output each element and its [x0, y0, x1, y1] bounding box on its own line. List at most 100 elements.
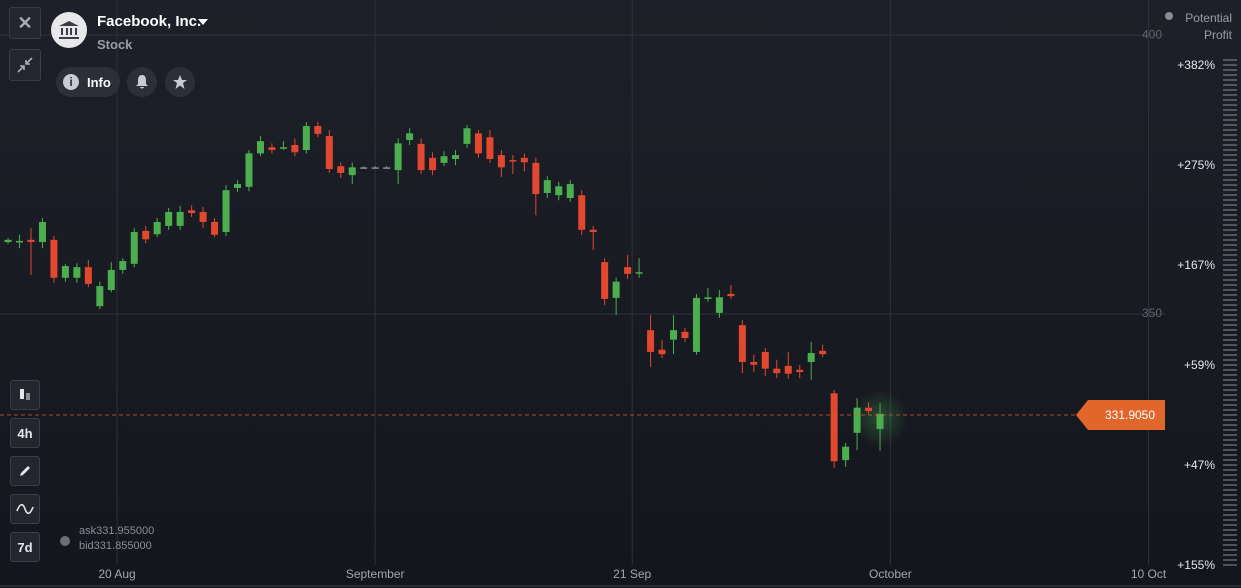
- candle-body: [130, 232, 138, 264]
- favorite-button[interactable]: [165, 67, 195, 97]
- candle-body: [245, 153, 253, 187]
- candle-body: [165, 211, 173, 226]
- candle-body: [61, 266, 69, 278]
- candle-body: [119, 261, 127, 270]
- candle-body: [704, 297, 712, 299]
- x-tick-label: October: [869, 567, 912, 581]
- candle-body: [463, 128, 471, 144]
- info-icon: i: [63, 74, 79, 90]
- candle-body: [647, 330, 655, 352]
- pencil-icon: [20, 466, 30, 476]
- candle-body: [796, 369, 804, 373]
- candle-body: [371, 167, 379, 169]
- candle-body: [417, 143, 425, 171]
- dropdown-arrow[interactable]: [198, 19, 208, 25]
- profit-level: +59%: [1184, 358, 1215, 372]
- candle-body: [153, 221, 161, 235]
- candle-body: [84, 267, 92, 284]
- candle-body: [715, 297, 723, 313]
- asset-icon: [51, 12, 87, 48]
- info-button[interactable]: i Info: [56, 67, 120, 97]
- candle-body: [337, 166, 345, 173]
- x-tick-label: 10 Oct: [1131, 567, 1167, 581]
- current-price-label: 331.9050: [1105, 408, 1155, 422]
- candle-body: [784, 365, 792, 374]
- candle-body: [188, 210, 196, 214]
- candle-body: [520, 157, 528, 163]
- candle-body: [497, 155, 505, 168]
- candle-body: [234, 184, 242, 188]
- candle-body: [761, 351, 769, 369]
- bid-price: bid331.855000: [79, 540, 152, 552]
- help-icon[interactable]: [1165, 12, 1173, 20]
- candle-body: [830, 393, 838, 462]
- close-button[interactable]: ✕: [9, 7, 41, 39]
- bell-icon: [136, 75, 148, 89]
- asset-title[interactable]: Facebook, Inc.: [97, 13, 202, 30]
- candle-body: [394, 143, 402, 171]
- profit-level: +275%: [1177, 158, 1215, 172]
- ask-price: ask331.955000: [79, 525, 155, 537]
- candle-body: [302, 126, 310, 151]
- current-price-tag: [1076, 399, 1165, 430]
- candle-body: [383, 167, 391, 169]
- candle-body: [727, 293, 735, 297]
- candle-body: [738, 325, 746, 362]
- candle-body: [842, 446, 850, 461]
- candle-body: [532, 162, 540, 195]
- period-button[interactable]: 7d: [10, 532, 40, 562]
- candle-body: [509, 160, 517, 162]
- candle-body: [268, 147, 276, 151]
- candle-body: [589, 229, 597, 233]
- draw-button[interactable]: [10, 456, 40, 486]
- collapse-button[interactable]: [9, 49, 41, 81]
- candle-body: [635, 272, 643, 274]
- indicator-button[interactable]: [10, 494, 40, 524]
- candle-body: [50, 239, 58, 278]
- candle-body: [348, 167, 356, 176]
- candle-body: [543, 180, 551, 193]
- candle-body: [360, 167, 368, 169]
- candle-body: [566, 184, 574, 199]
- alert-button[interactable]: [127, 67, 157, 97]
- interval-button[interactable]: 4h: [10, 418, 40, 448]
- candle-body: [211, 221, 219, 235]
- candle-body: [199, 211, 207, 222]
- candle-body: [692, 297, 700, 352]
- candle-body: [73, 267, 81, 278]
- x-tick-label: 20 Aug: [98, 567, 135, 581]
- candle-body: [474, 133, 482, 154]
- candle-body: [807, 353, 815, 362]
- candle-body: [819, 350, 827, 355]
- profit-scale: [1223, 59, 1237, 566]
- candle-body: [279, 147, 287, 149]
- candle-body: [222, 190, 230, 233]
- candle-body: [96, 286, 104, 307]
- profit-level: +167%: [1177, 258, 1215, 272]
- wave-icon: [16, 503, 34, 515]
- candle-body: [853, 407, 861, 433]
- x-tick-label: 21 Sep: [613, 567, 651, 581]
- candle-body: [670, 330, 678, 340]
- candle-body: [107, 269, 115, 291]
- candle-body: [681, 331, 689, 338]
- candle-body: [555, 186, 563, 196]
- candle-body: [142, 230, 150, 240]
- bank-icon: [59, 21, 79, 39]
- candle-body: [601, 262, 609, 299]
- x-tick-label: September: [346, 567, 405, 581]
- candle-body: [38, 221, 46, 243]
- candle-body: [176, 211, 184, 226]
- profit-level: +47%: [1184, 458, 1215, 472]
- asset-type: Stock: [97, 37, 133, 52]
- candle-body: [325, 136, 333, 169]
- collapse-icon: [17, 57, 33, 73]
- candle-body: [578, 195, 586, 230]
- candle-body: [624, 267, 632, 274]
- chart-type-button[interactable]: [10, 380, 40, 410]
- potential-profit-title: Potential Profit: [1185, 11, 1232, 42]
- candle-body: [865, 407, 873, 412]
- candle-body: [612, 281, 620, 298]
- profit-level: +382%: [1177, 58, 1215, 72]
- candle-body: [658, 349, 666, 355]
